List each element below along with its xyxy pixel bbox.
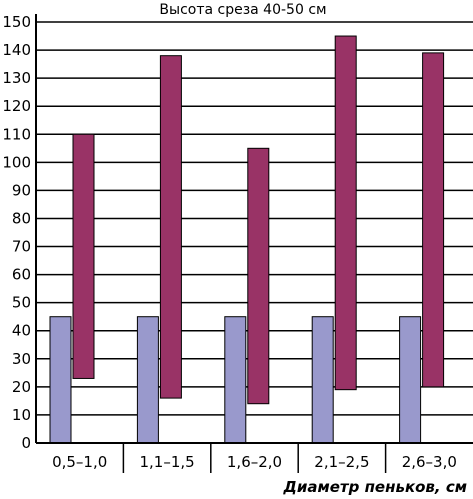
bar <box>136 316 159 444</box>
y-tick-label: 140 <box>2 41 31 59</box>
y-tick-label: 110 <box>2 125 31 143</box>
bar <box>72 133 95 379</box>
x-category-label: 1,1–1,5 <box>139 453 194 471</box>
x-axis-label: Диаметр пеньков, см <box>282 478 467 496</box>
y-tick-label: 130 <box>2 69 31 87</box>
bar <box>422 52 445 388</box>
y-tick-label: 40 <box>12 322 31 340</box>
x-category-label: 0,5–1,0 <box>52 453 107 471</box>
bar <box>49 316 72 444</box>
bar <box>334 35 357 391</box>
bar <box>247 147 270 405</box>
y-tick-label: 80 <box>12 209 31 227</box>
x-axis-categories: 0,5–1,0 1,1–1,5 1,6–2,0 2,1–2,5 2,6–3,0 <box>52 443 457 473</box>
y-tick-label: 60 <box>12 266 31 284</box>
bar <box>311 316 334 444</box>
bar <box>159 55 182 399</box>
x-category-label: 2,1–2,5 <box>314 453 369 471</box>
bars <box>49 35 445 444</box>
bar <box>224 316 247 444</box>
bar <box>399 316 422 444</box>
y-tick-label: 30 <box>12 350 31 368</box>
y-tick-label: 70 <box>12 238 31 256</box>
y-tick-label: 10 <box>12 406 31 424</box>
y-tick-label: 90 <box>12 181 31 199</box>
y-tick-label: 20 <box>12 378 31 396</box>
y-tick-label: 150 <box>2 13 31 31</box>
x-category-label: 1,6–2,0 <box>227 453 282 471</box>
y-axis-ticks: 0 10 20 30 40 50 60 70 80 90 100 110 120 130 140 150 <box>2 13 31 452</box>
y-tick-label: 120 <box>2 97 31 115</box>
y-tick-label: 0 <box>21 434 31 452</box>
y-tick-label: 100 <box>2 153 31 171</box>
chart-title: Высота среза 40-50 см <box>159 2 326 18</box>
x-category-label: 2,6–3,0 <box>402 453 457 471</box>
y-tick-label: 50 <box>12 294 31 312</box>
